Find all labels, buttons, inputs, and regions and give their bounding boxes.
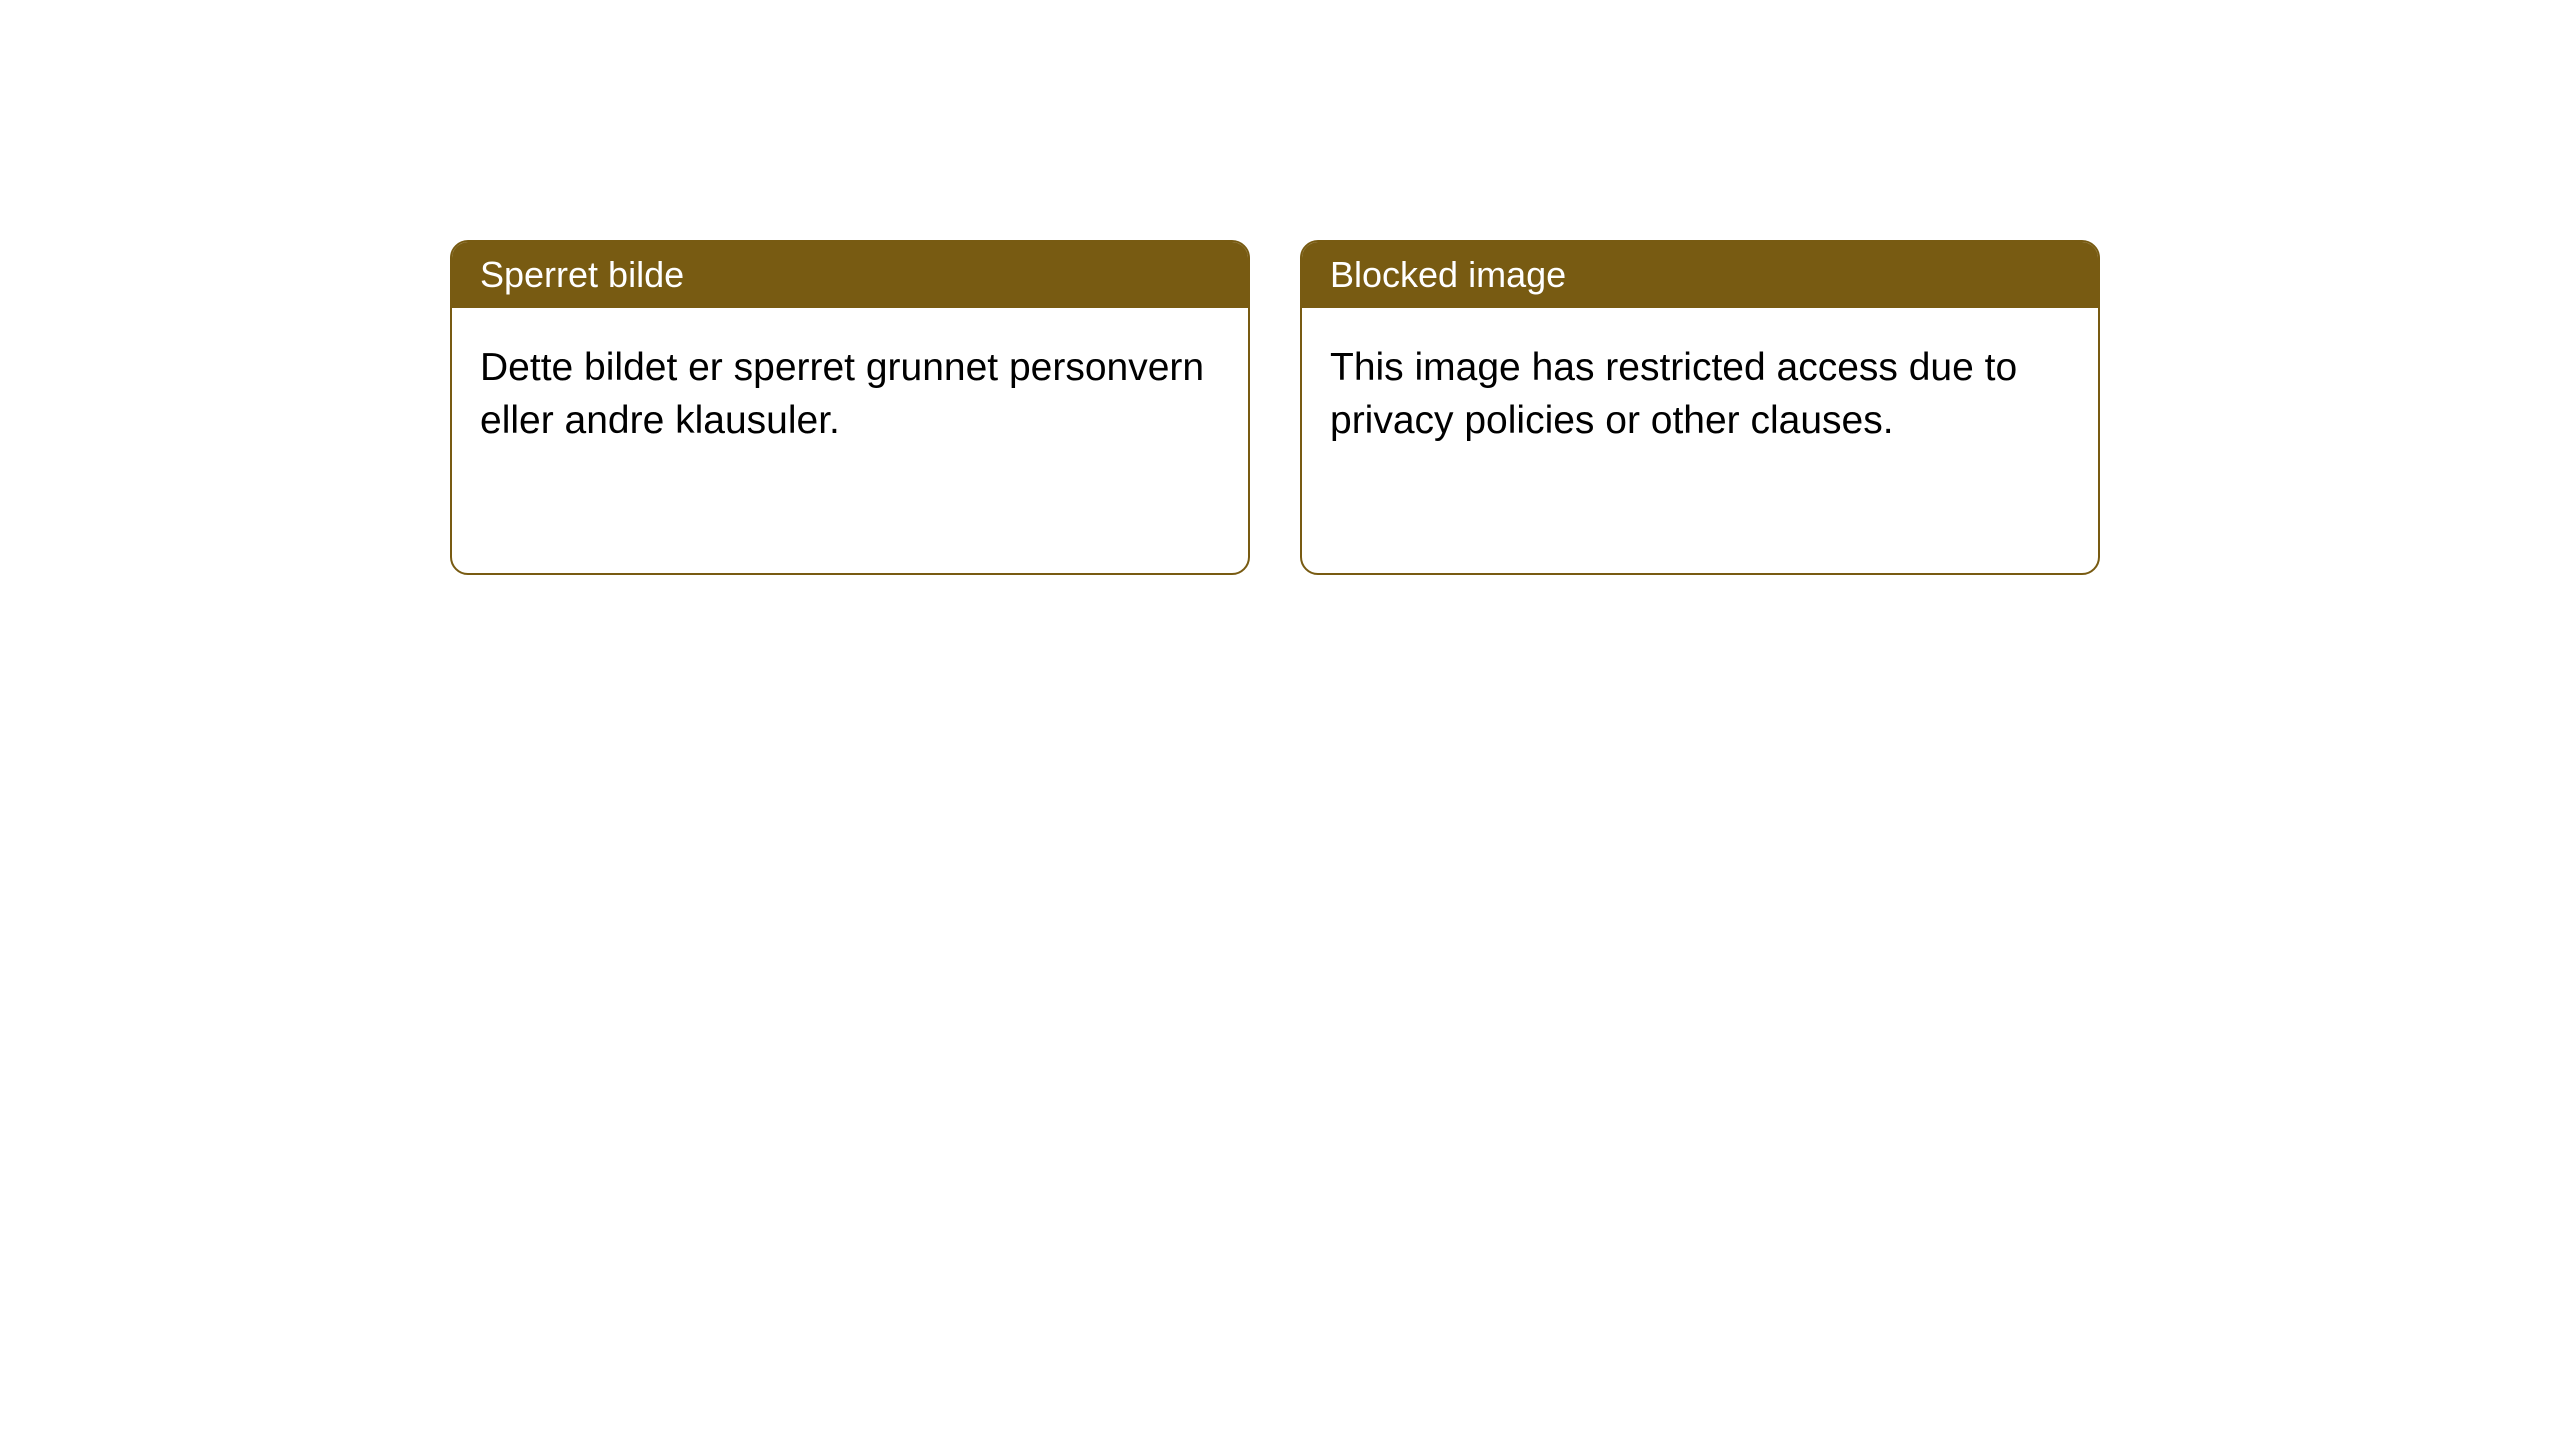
card-header: Blocked image [1302,242,2098,308]
card-body: Dette bildet er sperret grunnet personve… [452,308,1248,481]
card-header: Sperret bilde [452,242,1248,308]
notice-card-english: Blocked image This image has restricted … [1300,240,2100,575]
notice-card-norwegian: Sperret bilde Dette bildet er sperret gr… [450,240,1250,575]
notice-cards-container: Sperret bilde Dette bildet er sperret gr… [450,240,2100,575]
card-body: This image has restricted access due to … [1302,308,2098,481]
